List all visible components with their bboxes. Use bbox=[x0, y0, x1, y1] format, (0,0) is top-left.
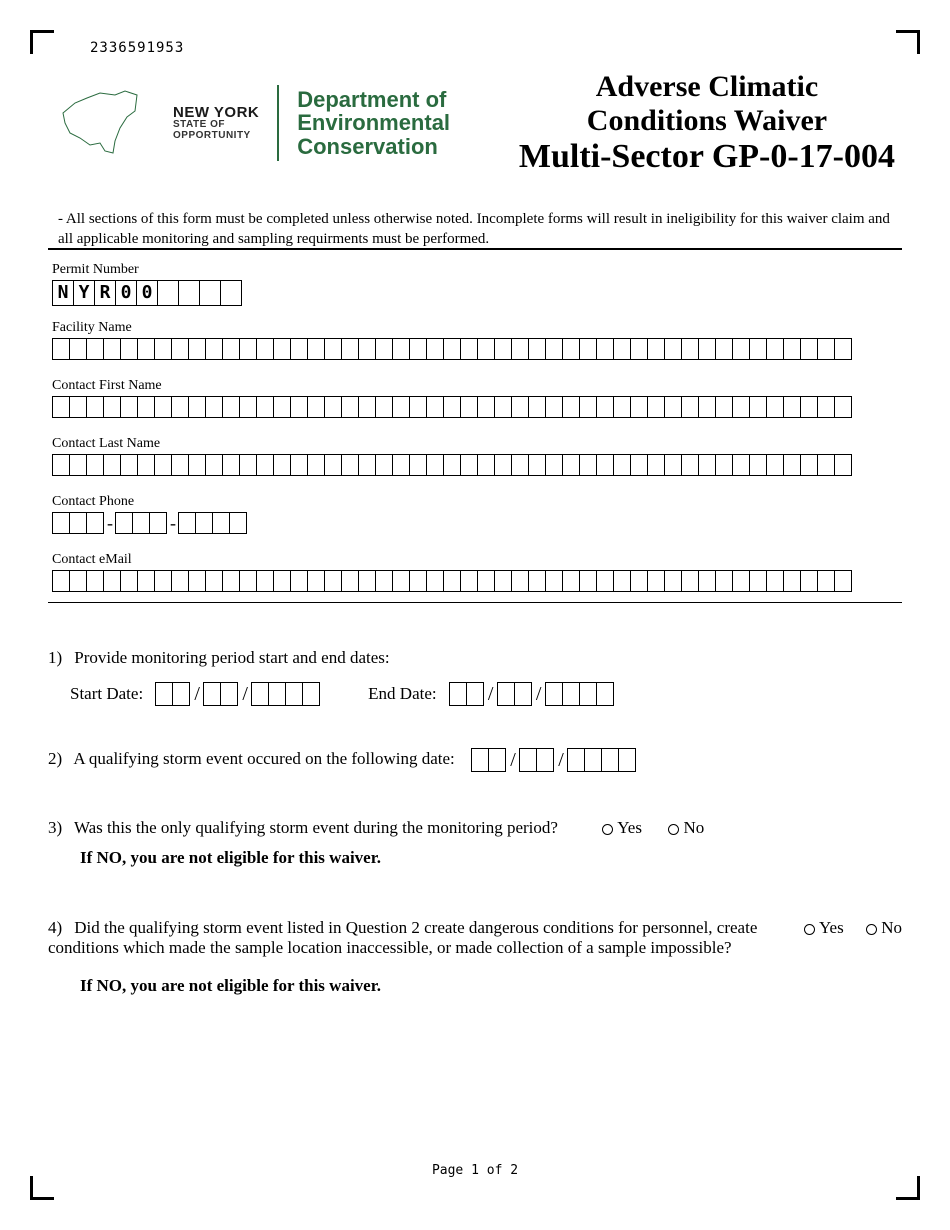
contact-first-field: Contact First Name bbox=[52, 378, 898, 418]
q3-text: Was this the only qualifying storm event… bbox=[74, 818, 558, 837]
title-line-2: Conditions Waiver bbox=[519, 104, 895, 138]
q3-yes-radio[interactable] bbox=[602, 824, 613, 835]
q3-number: 3) bbox=[48, 818, 70, 838]
ny-state-outline-icon bbox=[55, 83, 145, 163]
dept-line-2: Environmental bbox=[297, 111, 450, 134]
document-id: 2336591953 bbox=[90, 40, 184, 56]
form-title: Adverse Climatic Conditions Waiver Multi… bbox=[519, 70, 895, 176]
contact-first-label: Contact First Name bbox=[52, 378, 898, 394]
facility-name-input[interactable] bbox=[52, 338, 898, 360]
state-name: NEW YORK bbox=[173, 105, 259, 121]
q4-note: If NO, you are not eligible for this wai… bbox=[80, 976, 902, 996]
facility-name-label: Facility Name bbox=[52, 320, 898, 336]
header: NEW YORK STATE OF OPPORTUNITY Department… bbox=[55, 70, 895, 176]
contact-phone-input[interactable]: -- bbox=[52, 512, 898, 534]
contact-phone-field: Contact Phone -- bbox=[52, 494, 898, 534]
department-name: Department of Environmental Conservation bbox=[297, 88, 450, 157]
crop-mark-bl bbox=[30, 1176, 54, 1200]
q4-number: 4) bbox=[48, 918, 70, 938]
question-2: 2) A qualifying storm event occured on t… bbox=[48, 748, 902, 772]
title-line-3: Multi-Sector GP-0-17-004 bbox=[519, 138, 895, 176]
page-footer: Page 1 of 2 bbox=[0, 1163, 950, 1178]
permit-number-label: Permit Number bbox=[52, 262, 898, 278]
q3-note: If NO, you are not eligible for this wai… bbox=[80, 848, 902, 868]
state-sub2: OPPORTUNITY bbox=[173, 131, 259, 142]
question-4: 4) Did the qualifying storm event listed… bbox=[48, 918, 902, 996]
q3-yes-label: Yes bbox=[617, 818, 642, 837]
contact-first-input[interactable] bbox=[52, 396, 898, 418]
storm-date-input[interactable]: // bbox=[471, 748, 636, 772]
question-1: 1) Provide monitoring period start and e… bbox=[48, 648, 902, 706]
end-date-label: End Date: bbox=[368, 684, 436, 704]
contact-last-input[interactable] bbox=[52, 454, 898, 476]
ny-state-text: NEW YORK STATE OF OPPORTUNITY bbox=[173, 105, 259, 142]
contact-last-field: Contact Last Name bbox=[52, 436, 898, 476]
facility-name-field: Facility Name bbox=[52, 320, 898, 360]
crop-mark-tr bbox=[896, 30, 920, 54]
q4-yes-radio[interactable] bbox=[804, 924, 815, 935]
logo-block: NEW YORK STATE OF OPPORTUNITY Department… bbox=[55, 83, 450, 163]
q4-text: Did the qualifying storm event listed in… bbox=[48, 918, 757, 957]
contact-email-label: Contact eMail bbox=[52, 552, 898, 568]
divider-2 bbox=[48, 602, 902, 603]
permit-number-field: Permit Number NYR00 bbox=[52, 262, 898, 306]
start-date-label: Start Date: bbox=[70, 684, 143, 704]
dept-line-1: Department of bbox=[297, 88, 450, 111]
crop-mark-tl bbox=[30, 30, 54, 54]
end-date-input[interactable]: // bbox=[449, 682, 614, 706]
q4-no-label: No bbox=[881, 918, 902, 937]
intro-text: - All sections of this form must be comp… bbox=[58, 210, 892, 249]
question-3: 3) Was this the only qualifying storm ev… bbox=[48, 818, 902, 868]
q3-no-label: No bbox=[683, 818, 704, 837]
q3-no-radio[interactable] bbox=[668, 824, 679, 835]
logo-divider bbox=[277, 85, 279, 161]
dept-line-3: Conservation bbox=[297, 135, 450, 158]
q4-no-radio[interactable] bbox=[866, 924, 877, 935]
q2-number: 2) bbox=[48, 749, 70, 769]
contact-last-label: Contact Last Name bbox=[52, 436, 898, 452]
title-line-1: Adverse Climatic bbox=[519, 70, 895, 104]
start-date-input[interactable]: // bbox=[155, 682, 320, 706]
contact-email-field: Contact eMail bbox=[52, 552, 898, 592]
q4-yes-label: Yes bbox=[819, 918, 844, 937]
crop-mark-br bbox=[896, 1176, 920, 1200]
permit-number-input[interactable]: NYR00 bbox=[52, 280, 898, 306]
contact-email-input[interactable] bbox=[52, 570, 898, 592]
divider-1 bbox=[48, 248, 902, 250]
q1-text: Provide monitoring period start and end … bbox=[74, 648, 389, 667]
q2-text: A qualifying storm event occured on the … bbox=[73, 749, 454, 768]
contact-phone-label: Contact Phone bbox=[52, 494, 898, 510]
q1-number: 1) bbox=[48, 648, 70, 668]
